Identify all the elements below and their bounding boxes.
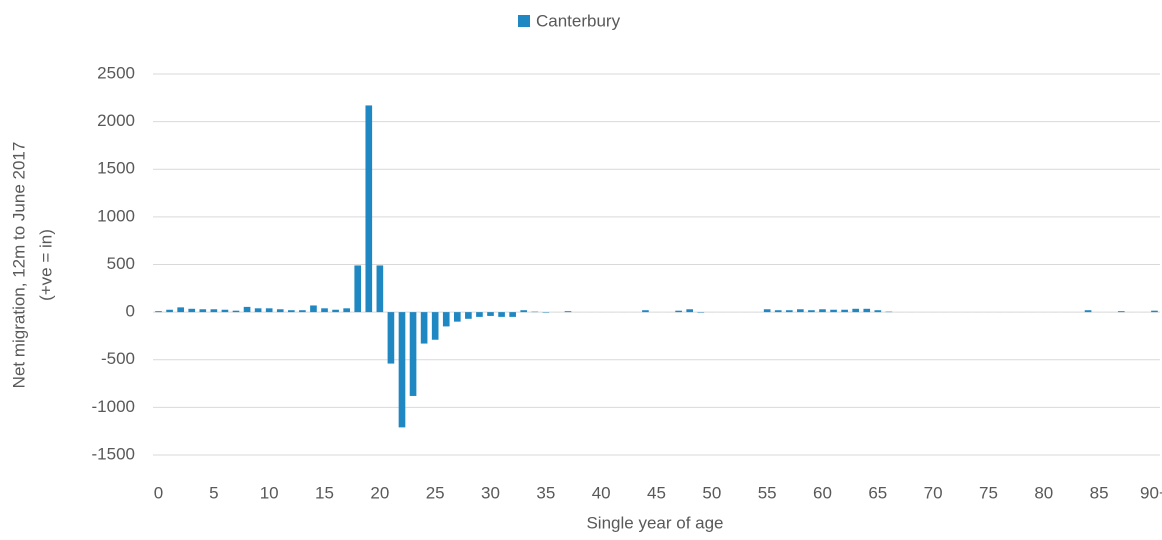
x-tick-label: 85 <box>1090 483 1109 502</box>
bar <box>487 312 494 316</box>
x-tick-label: 80 <box>1034 483 1053 502</box>
y-tick-label: 1500 <box>97 159 135 178</box>
bar <box>354 265 362 313</box>
x-tick-label: 40 <box>592 483 611 502</box>
bar <box>686 309 694 313</box>
legend-swatch <box>518 15 530 27</box>
y-tick-label: 1000 <box>97 206 135 225</box>
bar <box>520 310 528 313</box>
bar <box>675 310 682 313</box>
bar <box>465 312 472 319</box>
bar <box>365 105 373 313</box>
bar <box>1151 310 1158 313</box>
bar <box>265 308 273 313</box>
bar <box>276 309 284 313</box>
bar <box>819 309 826 313</box>
bar <box>797 309 804 313</box>
x-tick-label: 20 <box>370 483 389 502</box>
x-tick-label: 30 <box>481 483 500 502</box>
bar <box>409 312 417 396</box>
bar <box>1117 311 1125 313</box>
bar <box>166 309 173 313</box>
bar <box>476 312 483 317</box>
x-tick-label: 45 <box>647 483 666 502</box>
bar <box>232 310 240 313</box>
x-tick-label: 55 <box>758 483 777 502</box>
y-tick-label: -500 <box>101 349 135 368</box>
bar <box>642 310 649 313</box>
bar <box>841 309 848 313</box>
x-tick-label: 25 <box>426 483 445 502</box>
x-tick-label: 75 <box>979 483 998 502</box>
bar <box>1084 310 1092 313</box>
y-tick-label: 2500 <box>97 63 135 82</box>
y-tick-label: -1000 <box>92 397 135 416</box>
bar <box>387 312 395 364</box>
bar <box>442 312 450 327</box>
bar <box>420 312 428 344</box>
bar <box>808 310 815 313</box>
bar <box>874 310 882 313</box>
x-tick-label: 50 <box>702 483 721 502</box>
x-tick-label: 10 <box>260 483 279 502</box>
bar <box>177 307 184 313</box>
bar <box>343 308 350 313</box>
bar <box>852 308 860 313</box>
bar <box>299 310 306 313</box>
bar <box>210 309 218 313</box>
bar <box>376 265 384 313</box>
x-tick-label: 90+ <box>1140 483 1162 502</box>
bar <box>310 305 317 313</box>
bar <box>221 309 229 313</box>
y-tick-label: -1500 <box>92 444 135 463</box>
y-tick-label: 0 <box>126 302 135 321</box>
bar <box>564 311 572 313</box>
x-tick-label: 65 <box>868 483 887 502</box>
x-axis-title: Single year of age <box>586 513 723 532</box>
bar <box>431 312 439 340</box>
bar <box>509 312 516 317</box>
bar <box>763 309 771 313</box>
bar <box>498 312 505 317</box>
x-tick-label: 0 <box>154 483 163 502</box>
x-tick-label: 15 <box>315 483 334 502</box>
y-axis-title: Net migration, 12m to June 2017 <box>9 142 28 389</box>
bar <box>254 308 262 313</box>
y-tick-label: 2000 <box>97 111 135 130</box>
bar <box>332 309 339 313</box>
bar <box>155 311 162 313</box>
bar <box>321 308 328 313</box>
bar <box>863 308 871 313</box>
bar <box>288 310 295 313</box>
bar <box>188 308 196 313</box>
bar <box>199 309 207 313</box>
bar <box>785 310 793 313</box>
x-tick-label: 60 <box>813 483 832 502</box>
y-tick-label: 500 <box>107 254 135 273</box>
bar <box>398 312 406 428</box>
x-tick-label: 35 <box>536 483 555 502</box>
bar <box>243 306 251 313</box>
x-tick-label: 70 <box>924 483 943 502</box>
legend-label: Canterbury <box>536 11 621 30</box>
bar <box>830 309 837 313</box>
x-tick-label: 5 <box>209 483 218 502</box>
y-axis-title: (+ve = in) <box>36 229 55 301</box>
bar <box>453 312 461 322</box>
bar <box>774 310 782 313</box>
